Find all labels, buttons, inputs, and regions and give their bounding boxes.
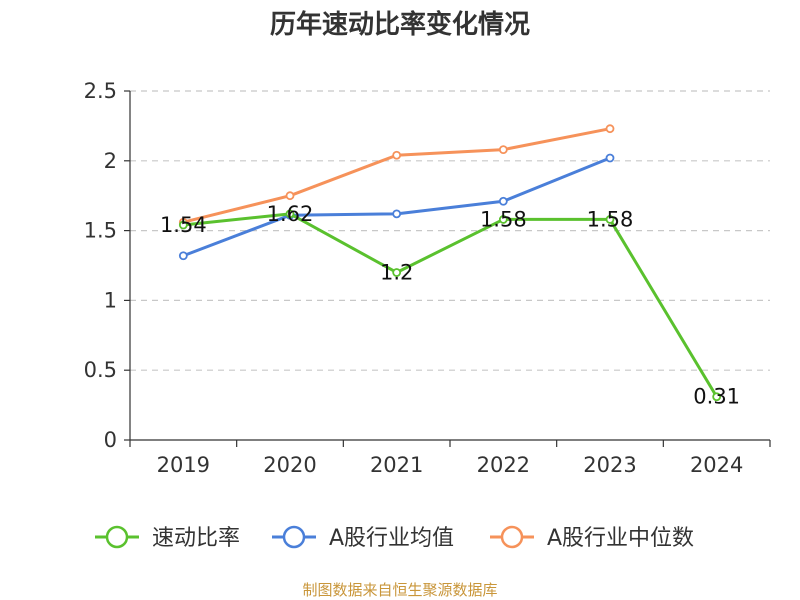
y-tick-label: 1	[104, 288, 117, 312]
legend-label: 速动比率	[152, 526, 240, 551]
source-note: 制图数据来自恒生聚源数据库	[302, 581, 497, 599]
data-point	[605, 124, 615, 134]
x-tick-label: 2021	[370, 453, 423, 477]
series-line	[182, 127, 611, 224]
data-point	[178, 220, 188, 230]
data-point	[285, 191, 295, 201]
data-point	[392, 209, 402, 219]
x-tick-label: 2020	[263, 453, 316, 477]
chart-title: 历年速动比率变化情况	[270, 9, 530, 40]
grid-layer	[130, 90, 770, 371]
y-tick-label: 0.5	[84, 358, 117, 382]
data-point	[605, 215, 615, 224]
y-tick-label: 0	[104, 428, 117, 452]
data-label: 1.62	[267, 202, 314, 226]
legend-item[interactable]: A股行业均值	[272, 525, 454, 551]
x-tick-label: 2024	[690, 453, 743, 477]
data-label: 1.2	[380, 260, 413, 284]
series-layer	[178, 124, 722, 402]
data-label: 1.54	[160, 213, 207, 237]
data-point	[605, 153, 615, 163]
legend-label: A股行业均值	[329, 526, 454, 551]
data-label: 0.31	[693, 385, 740, 409]
x-tick-label: 2019	[157, 453, 210, 477]
data-point	[178, 251, 188, 261]
legend-marker	[282, 525, 306, 549]
x-tick-label: 2022	[477, 453, 530, 477]
data-point	[285, 209, 295, 219]
data-point	[498, 196, 508, 206]
data-label: 1.58	[587, 207, 634, 231]
legend-marker	[105, 525, 129, 549]
series-line	[183, 212, 718, 398]
y-tick-label: 2.5	[84, 79, 117, 103]
data-label-layer: 1.54 1.62 1.2 1.58 1.58 0.31	[160, 202, 740, 409]
data-point	[392, 150, 402, 160]
data-point	[498, 145, 508, 155]
y-tick-label: 2	[104, 149, 117, 173]
axis-layer: 0 0.5 1 1.5 2 2.5 2019 2020 2021 2022 2023 2024	[84, 79, 771, 477]
legend-item[interactable]: 速动比率	[95, 525, 240, 551]
legend-item[interactable]: A股行业中位数	[490, 525, 694, 551]
y-tick-label: 1.5	[84, 219, 117, 243]
data-point	[498, 215, 508, 224]
data-point	[392, 268, 402, 277]
legend-marker	[500, 525, 524, 549]
data-point	[712, 392, 722, 402]
legend: 速动比率 A股行业均值 A股行业中位数	[95, 525, 694, 551]
x-tick-label: 2023	[583, 453, 636, 477]
legend-label: A股行业中位数	[547, 526, 694, 551]
data-label: 1.58	[480, 207, 527, 231]
